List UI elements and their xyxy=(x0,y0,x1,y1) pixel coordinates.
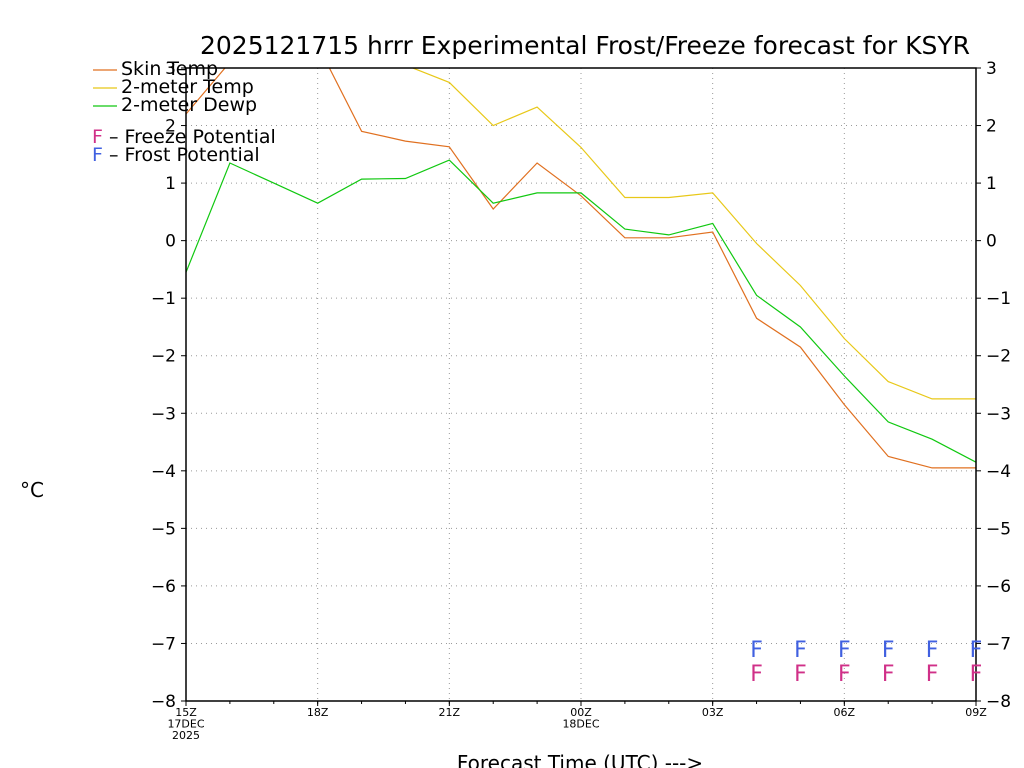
x-tick-label: 17DEC xyxy=(167,718,204,731)
y-tick-label-right: −1 xyxy=(986,289,1011,309)
y-tick-label-left: 2 xyxy=(165,117,176,137)
legend-entry: Skin Temp xyxy=(121,58,218,80)
y-tick-label-left: −4 xyxy=(151,462,176,482)
potential-legend-entry: F – Frost Potential xyxy=(92,144,260,166)
x-tick-label: 2025 xyxy=(172,729,200,742)
y-tick-label-left: −5 xyxy=(151,519,176,539)
y-tick-label-left: 1 xyxy=(165,174,176,194)
x-axis-label: Forecast Time (UTC) ---> xyxy=(457,751,703,768)
y-tick-label-left: −2 xyxy=(151,347,176,367)
series-line-skin-temp xyxy=(186,68,976,469)
axes: 3 3 2 2 1 1 0 0 −1 −1 −2 −2 −3 −3 −4 −4 −5 −5 −6 −6 −7 −7 −8 −8… xyxy=(151,59,1011,742)
y-tick-label-left: 0 xyxy=(165,232,176,252)
y-tick-label-right: −5 xyxy=(986,519,1011,539)
potential-legend-symbol: F xyxy=(92,126,103,148)
y-tick-label-right: −7 xyxy=(986,634,1011,654)
potential-legend-entry: F – Freeze Potential xyxy=(92,126,276,148)
freeze-flag: F xyxy=(794,662,807,687)
y-tick-label-right: −8 xyxy=(986,692,1011,712)
frost-flag: F xyxy=(970,638,983,663)
x-tick-label: 06Z xyxy=(834,706,856,719)
y-tick-label-left: −3 xyxy=(151,404,176,424)
chart-title: 2025121715 hrrr Experimental Frost/Freez… xyxy=(200,31,970,60)
grid xyxy=(186,68,976,701)
series-line-2-meter-temp xyxy=(411,68,976,400)
y-tick-label-right: 3 xyxy=(986,59,997,79)
x-tick-label: 03Z xyxy=(702,706,724,719)
x-tick-label: 00Z xyxy=(570,706,592,719)
x-tick-label: 21Z xyxy=(439,706,461,719)
y-tick-label-left: −1 xyxy=(151,289,176,309)
freeze-flag: F xyxy=(926,662,939,687)
y-tick-label-right: −3 xyxy=(986,404,1011,424)
potential-legend-text: – Frost Potential xyxy=(103,144,260,166)
y-tick-label-left: −6 xyxy=(151,577,176,597)
y-axis-label: °C xyxy=(20,478,44,502)
freeze-flag: F xyxy=(970,662,983,687)
y-tick-label-left: −7 xyxy=(151,634,176,654)
x-tick-label: 15Z xyxy=(175,706,197,719)
series-line-2-meter-dewp xyxy=(186,159,976,463)
potential-legend-text: – Freeze Potential xyxy=(103,126,276,148)
y-tick-label-right: 1 xyxy=(986,174,997,194)
freeze-flag: F xyxy=(838,662,851,687)
y-tick-label-right: 0 xyxy=(986,232,997,252)
y-tick-label-left: 3 xyxy=(165,59,176,79)
series-lines xyxy=(186,68,976,469)
freeze-flag: F xyxy=(750,662,763,687)
x-tick-label: 18DEC xyxy=(562,718,599,731)
frost-flag: F xyxy=(882,638,895,663)
frost-flag: F xyxy=(838,638,851,663)
freeze-flag: F xyxy=(882,662,895,687)
y-tick-label-right: −4 xyxy=(986,462,1011,482)
x-tick-label: 09Z xyxy=(965,706,987,719)
potential-flags: F F F F F FF F F F F F xyxy=(750,638,982,687)
x-tick-label: 18Z xyxy=(307,706,329,719)
y-tick-label-right: −6 xyxy=(986,577,1011,597)
plot-frame xyxy=(185,67,977,702)
y-tick-label-right: −2 xyxy=(986,347,1011,367)
y-tick-label-right: 2 xyxy=(986,117,997,137)
legend-entry: 2-meter Dewp xyxy=(121,94,257,116)
potential-legend-symbol: F xyxy=(92,144,103,166)
frost-flag: F xyxy=(794,638,807,663)
y-tick-label-left: −8 xyxy=(151,692,176,712)
legend-entry: 2-meter Temp xyxy=(121,76,254,98)
frost-flag: F xyxy=(926,638,939,663)
frost-flag: F xyxy=(750,638,763,663)
